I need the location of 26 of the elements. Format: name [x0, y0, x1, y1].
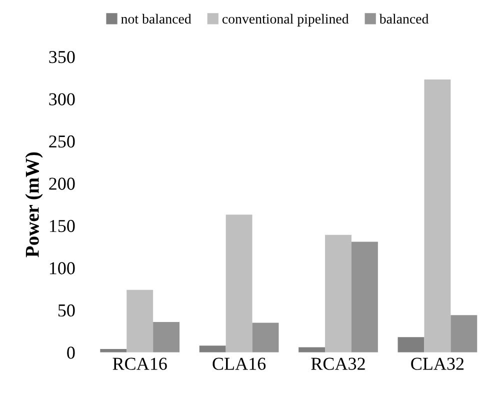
bar	[398, 337, 424, 352]
y-tick-label: 300	[49, 93, 75, 106]
bar	[351, 242, 378, 352]
legend-label: not balanced	[121, 14, 192, 24]
y-tick-label: 350	[49, 50, 75, 64]
y-tick-label: 200	[49, 178, 75, 190]
bar	[126, 290, 154, 352]
bar	[325, 234, 352, 352]
x-tick-label: RCA16	[112, 358, 167, 370]
y-tick-label: 250	[49, 135, 75, 148]
y-tick-label: 150	[50, 220, 75, 232]
bar	[450, 315, 478, 352]
x-tick-label: CLA16	[212, 358, 266, 370]
bar	[153, 322, 180, 352]
bar	[226, 214, 252, 352]
legend-label: conventional pipelined	[222, 14, 349, 26]
y-tick-label: 100	[50, 262, 75, 274]
x-tick-label: CLA32	[411, 358, 464, 370]
bar	[424, 80, 451, 352]
y-tick-label: 50	[58, 304, 75, 317]
y-axis-title: Power (mW)	[25, 152, 43, 258]
x-tick-label: RCA32	[311, 358, 365, 370]
y-tick-label: 0	[67, 346, 75, 359]
legend-label: balanced	[379, 14, 429, 24]
bar	[199, 346, 226, 352]
bar	[252, 322, 279, 352]
